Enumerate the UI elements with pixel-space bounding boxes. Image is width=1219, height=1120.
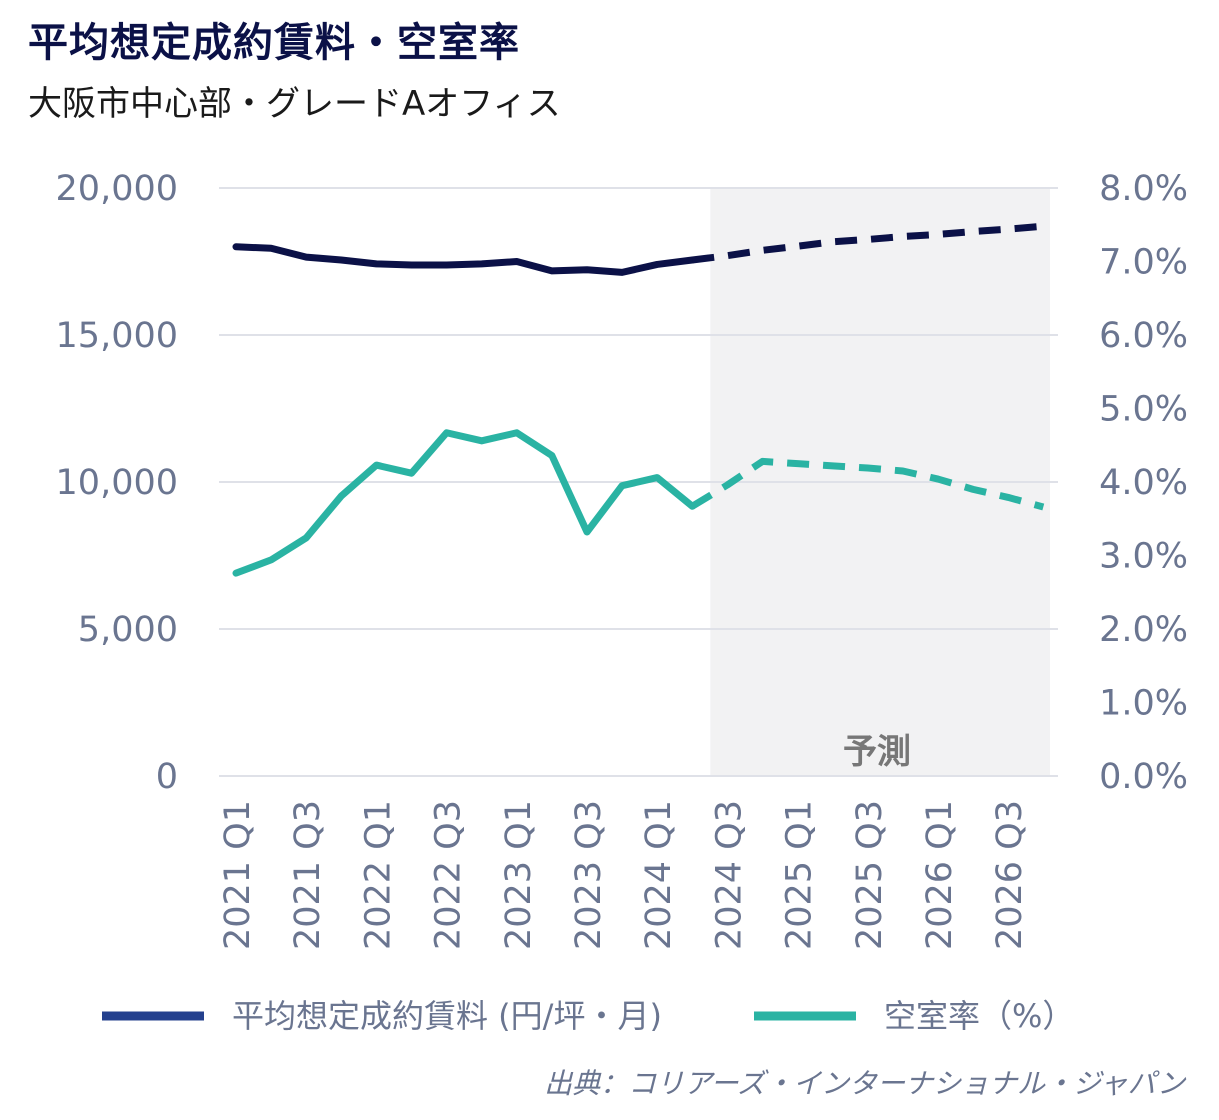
source-note: 出典：コリアーズ・インターナショナル・ジャパン [544, 1067, 1185, 1100]
series-lines [232, 222, 1045, 577]
right-tick-label: 5.0% [1099, 390, 1188, 430]
legend-label-vacancy: 空室率（%） [884, 997, 1074, 1035]
x-tick-label: 2021 Q3 [288, 800, 328, 950]
x-axis-ticks: 2021 Q1 2021 Q3 2022 Q1 2022 Q3 2023 Q1 2023 … [218, 800, 1030, 950]
x-tick-label: 2024 Q3 [709, 800, 749, 950]
x-tick-label: 2024 Q1 [639, 800, 679, 950]
right-tick-label: 1.0% [1099, 684, 1188, 724]
right-tick-label: 0.0% [1099, 757, 1188, 797]
right-tick-label: 8.0% [1099, 169, 1188, 209]
left-tick-label: 20,000 [56, 169, 178, 209]
chart-subtitle: 大阪市中心部・グレードAオフィス [28, 84, 561, 124]
left-tick-label: 5,000 [78, 610, 178, 650]
x-tick-label: 2022 Q1 [358, 800, 398, 950]
right-tick-label: 7.0% [1099, 243, 1188, 283]
right-tick-label: 6.0% [1099, 316, 1188, 356]
x-tick-label: 2025 Q3 [850, 800, 890, 950]
series-line-actual-0 [232, 243, 696, 276]
x-tick-label: 2021 Q1 [218, 800, 258, 950]
series-line-actual-1 [232, 429, 696, 577]
right-axis-ticks: 0.0% 1.0% 2.0% 3.0% 4.0% 5.0% 6.0% 7.0% 8.0% [1099, 169, 1188, 797]
left-axis-ticks: 0 5,000 10,000 15,000 20,000 [56, 169, 178, 797]
forecast-label: 予測 [843, 732, 911, 772]
legend-label-rent: 平均想定成約賃料 (円/坪・月) [232, 997, 662, 1035]
x-tick-label: 2023 Q3 [569, 800, 609, 950]
chart-title: 平均想定成約賃料・空室率 [28, 20, 520, 66]
left-tick-label: 15,000 [56, 316, 178, 356]
series-line-forecast-1 [690, 457, 1045, 511]
series-line-forecast-0 [691, 222, 1044, 264]
legend: 平均想定成約賃料 (円/坪・月) 空室率（%） [102, 997, 1074, 1035]
right-tick-label: 2.0% [1099, 610, 1188, 650]
right-tick-label: 3.0% [1099, 537, 1188, 577]
x-tick-label: 2025 Q1 [780, 800, 820, 950]
x-tick-label: 2022 Q3 [429, 800, 469, 950]
x-tick-label: 2026 Q1 [920, 800, 960, 950]
right-tick-label: 4.0% [1099, 463, 1188, 503]
x-tick-label: 2023 Q1 [499, 800, 539, 950]
left-tick-label: 10,000 [56, 463, 178, 503]
left-tick-label: 0 [156, 757, 178, 797]
x-tick-label: 2026 Q3 [990, 800, 1030, 950]
